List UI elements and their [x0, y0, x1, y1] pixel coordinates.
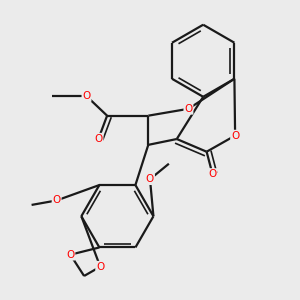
Text: O: O: [66, 250, 74, 260]
Text: O: O: [82, 91, 91, 101]
Text: O: O: [96, 262, 104, 272]
Text: O: O: [52, 196, 61, 206]
Text: O: O: [184, 104, 193, 114]
Text: O: O: [146, 174, 154, 184]
Text: O: O: [208, 169, 217, 179]
Text: O: O: [231, 130, 239, 141]
Text: O: O: [94, 134, 103, 144]
